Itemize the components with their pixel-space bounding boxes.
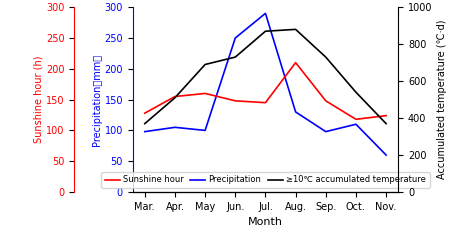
Y-axis label: Precipitation（mm）: Precipitation（mm） xyxy=(91,54,101,146)
≥10℃ accumulated temperature xyxy=(323,56,328,59)
X-axis label: Month: Month xyxy=(248,217,283,227)
Sunshine hour xyxy=(323,99,328,102)
Y-axis label: Sunshine hour (h): Sunshine hour (h) xyxy=(33,56,43,143)
≥10℃ accumulated temperature xyxy=(353,91,359,94)
Sunshine hour xyxy=(142,112,147,114)
≥10℃ accumulated temperature xyxy=(232,56,238,59)
≥10℃ accumulated temperature xyxy=(172,96,178,99)
Precipitation xyxy=(353,123,359,126)
Sunshine hour xyxy=(202,92,208,95)
Line: Sunshine hour: Sunshine hour xyxy=(145,63,386,119)
Sunshine hour xyxy=(263,101,268,104)
≥10℃ accumulated temperature xyxy=(383,122,389,125)
Precipitation xyxy=(232,36,238,39)
Precipitation xyxy=(383,154,389,156)
Sunshine hour xyxy=(172,95,178,98)
≥10℃ accumulated temperature xyxy=(202,63,208,66)
Sunshine hour xyxy=(293,61,299,64)
Y-axis label: Accumulated temperature (℃·d): Accumulated temperature (℃·d) xyxy=(437,20,447,179)
Line: ≥10℃ accumulated temperature: ≥10℃ accumulated temperature xyxy=(145,29,386,124)
Precipitation xyxy=(323,130,328,133)
Precipitation xyxy=(263,12,268,15)
Legend: Sunshine hour, Precipitation, ≥10℃ accumulated temperature: Sunshine hour, Precipitation, ≥10℃ accum… xyxy=(101,172,430,188)
Precipitation xyxy=(172,126,178,129)
Sunshine hour xyxy=(383,114,389,117)
Sunshine hour xyxy=(353,118,359,121)
Precipitation xyxy=(142,130,147,133)
≥10℃ accumulated temperature xyxy=(263,30,268,33)
≥10℃ accumulated temperature xyxy=(142,122,147,125)
Precipitation xyxy=(202,129,208,132)
Sunshine hour xyxy=(232,99,238,102)
Precipitation xyxy=(293,110,299,113)
≥10℃ accumulated temperature xyxy=(293,28,299,31)
Line: Precipitation: Precipitation xyxy=(145,13,386,155)
